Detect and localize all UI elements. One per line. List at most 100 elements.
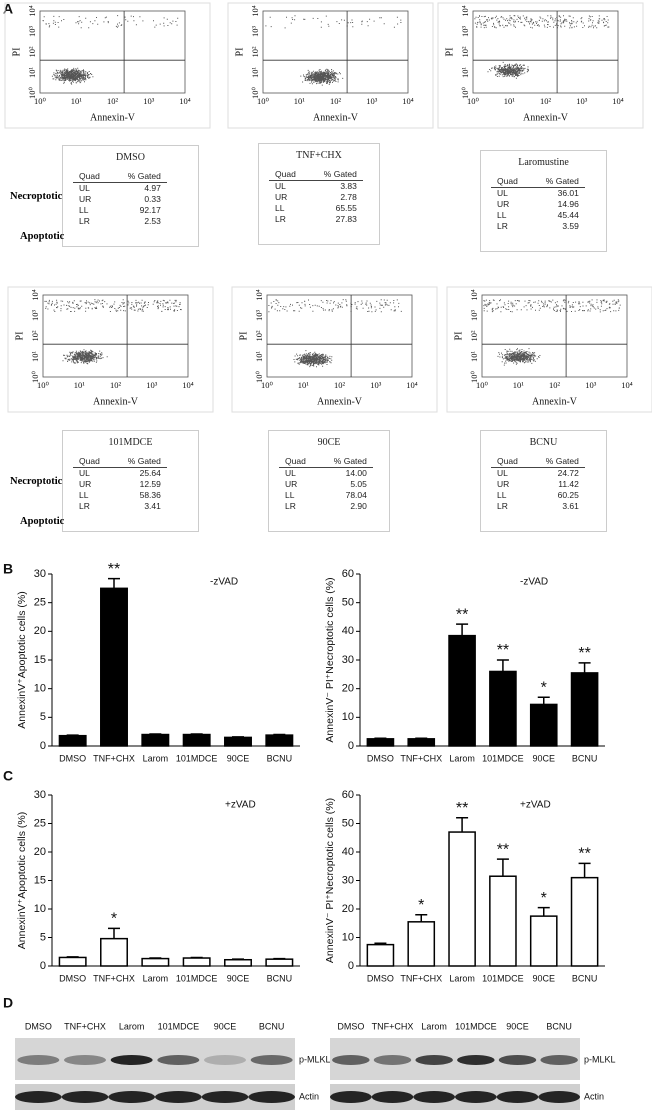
significance: ** [578, 846, 590, 863]
error-bar [415, 737, 428, 740]
blot-band [250, 1055, 293, 1065]
header-row: Quad% Gated [73, 171, 167, 183]
scatter-dots [42, 15, 179, 85]
x-tick-label: 10² [549, 380, 561, 390]
table: Quad% Gated UL 24.72 UR 11.42 LL 60.25 LR 3.61 [491, 456, 585, 512]
y-tick-label: 0 [40, 740, 46, 752]
blot-band [373, 1055, 412, 1065]
x-tick-label: Larom [143, 973, 169, 983]
table-row: UR 2.78 [269, 192, 363, 203]
x-tick-label: 10⁴ [402, 96, 414, 106]
y-tick-label: 10³ [460, 26, 470, 38]
table-row: LR 3.41 [73, 501, 167, 512]
significance: ** [456, 800, 468, 817]
table-row: LR 2.90 [279, 501, 373, 512]
blot-band [17, 1055, 60, 1065]
x-tick-label: 101MDCE [176, 973, 218, 983]
table-cell: LL [497, 210, 507, 220]
x-axis-label: Annexin-V [317, 396, 363, 407]
x-tick-label: 10¹ [74, 380, 86, 390]
table: Quad% Gated UL 25.64 UR 12.59 LL 58.36 LR 3.41 [73, 456, 167, 512]
x-tick-label: 10³ [146, 380, 158, 390]
blot-band [157, 1055, 200, 1065]
blot-background [15, 1038, 295, 1080]
table-row: UR 0.33 [73, 194, 167, 205]
bar [224, 736, 252, 747]
y-tick-label: 0 [40, 960, 46, 972]
y-tick-label: 10² [460, 46, 470, 58]
x-axis-label: Annexin-V [523, 112, 569, 123]
x-tick-label: TNF+CHX [400, 973, 442, 983]
x-tick-label: 10³ [366, 96, 378, 106]
y-tick-label: 10² [469, 330, 479, 342]
table-cell: LR [497, 221, 508, 231]
x-tick-label: Larom [449, 753, 475, 763]
lane-label: 90CE [506, 1021, 529, 1031]
scatter-dots [44, 299, 182, 365]
y-tick-label: 20 [342, 903, 354, 915]
table-cell: 92.17 [139, 205, 161, 215]
x-tick-label: TNF+CHX [400, 753, 442, 763]
table-cell: UR [497, 199, 510, 209]
y-tick-label: 0 [348, 740, 354, 752]
table-cell: 3.61 [562, 501, 579, 511]
table-cell: LL [79, 490, 89, 500]
table-cell: 65.55 [335, 203, 357, 213]
table-cell: 3.59 [562, 221, 579, 231]
condition-label: +zVAD [225, 800, 256, 811]
error-bar [415, 913, 428, 922]
x-tick-label: 10⁴ [621, 380, 633, 390]
table-row: UL 25.64 [73, 468, 167, 480]
error-bar [232, 736, 244, 738]
table-cell: LR [275, 214, 286, 224]
y-tick-label: 10¹ [460, 67, 470, 79]
y-tick-label: 10³ [30, 310, 40, 322]
bar [570, 876, 599, 967]
table: Quad% Gated UL 3.83 UR 2.78 LL 65.55 LR 27.83 [269, 169, 363, 225]
table-cell: 60.25 [557, 490, 579, 500]
y-axis-label: AnnexinV⁻ PI⁺Necroptotic cells (%) [324, 577, 336, 742]
table-cell: LL [79, 205, 89, 215]
y-tick-label: 60 [342, 789, 354, 801]
header-cell: Quad [491, 176, 524, 188]
x-tick-label: 10² [107, 96, 119, 106]
bar [489, 875, 517, 967]
header-cell: Quad [279, 456, 312, 468]
error-bar [190, 733, 203, 735]
plot-axes [472, 10, 619, 94]
significance: * [541, 679, 547, 696]
x-tick-label: 10² [110, 380, 122, 390]
y-tick-label: 10⁴ [250, 5, 260, 17]
panel-letter: C [3, 768, 13, 784]
scatter-dots [265, 15, 402, 86]
x-tick-label: TNF+CHX [93, 753, 135, 763]
gate-table: Laromustine Quad% Gated UL 36.01 UR 14.96 LL 45… [480, 150, 607, 252]
y-tick-label: 10⁰ [250, 86, 260, 99]
gate-table: BCNU Quad% Gated UL 24.72 UR 11.42 LL 60.25 LR 3.… [480, 430, 607, 532]
table-row: LL 60.25 [491, 490, 585, 501]
bar [366, 943, 395, 967]
bar [489, 670, 517, 747]
error-bar [273, 957, 286, 960]
y-tick-label: 60 [342, 568, 354, 580]
header-row: Quad% Gated [491, 456, 585, 468]
y-tick-label: 10⁴ [460, 5, 470, 17]
error-bar [456, 817, 469, 833]
lane-label: BCNU [259, 1021, 285, 1031]
table-row: LL 45.44 [491, 210, 585, 221]
y-tick-label: 20 [34, 846, 46, 858]
plot-frame [437, 2, 644, 129]
bar [100, 587, 128, 747]
band-label: Actin [584, 1091, 604, 1101]
header-cell: % Gated [311, 456, 373, 468]
bar [366, 738, 395, 747]
scatter-dots [474, 15, 610, 79]
y-axis-label: PI [444, 48, 455, 57]
plot-axes [481, 294, 628, 378]
table-cell: UR [79, 194, 92, 204]
band-label: Actin [299, 1091, 319, 1101]
lane-label: DMSO [25, 1021, 52, 1031]
table-row: UL 3.83 [269, 181, 363, 193]
side-label: Necroptotic [10, 476, 63, 487]
